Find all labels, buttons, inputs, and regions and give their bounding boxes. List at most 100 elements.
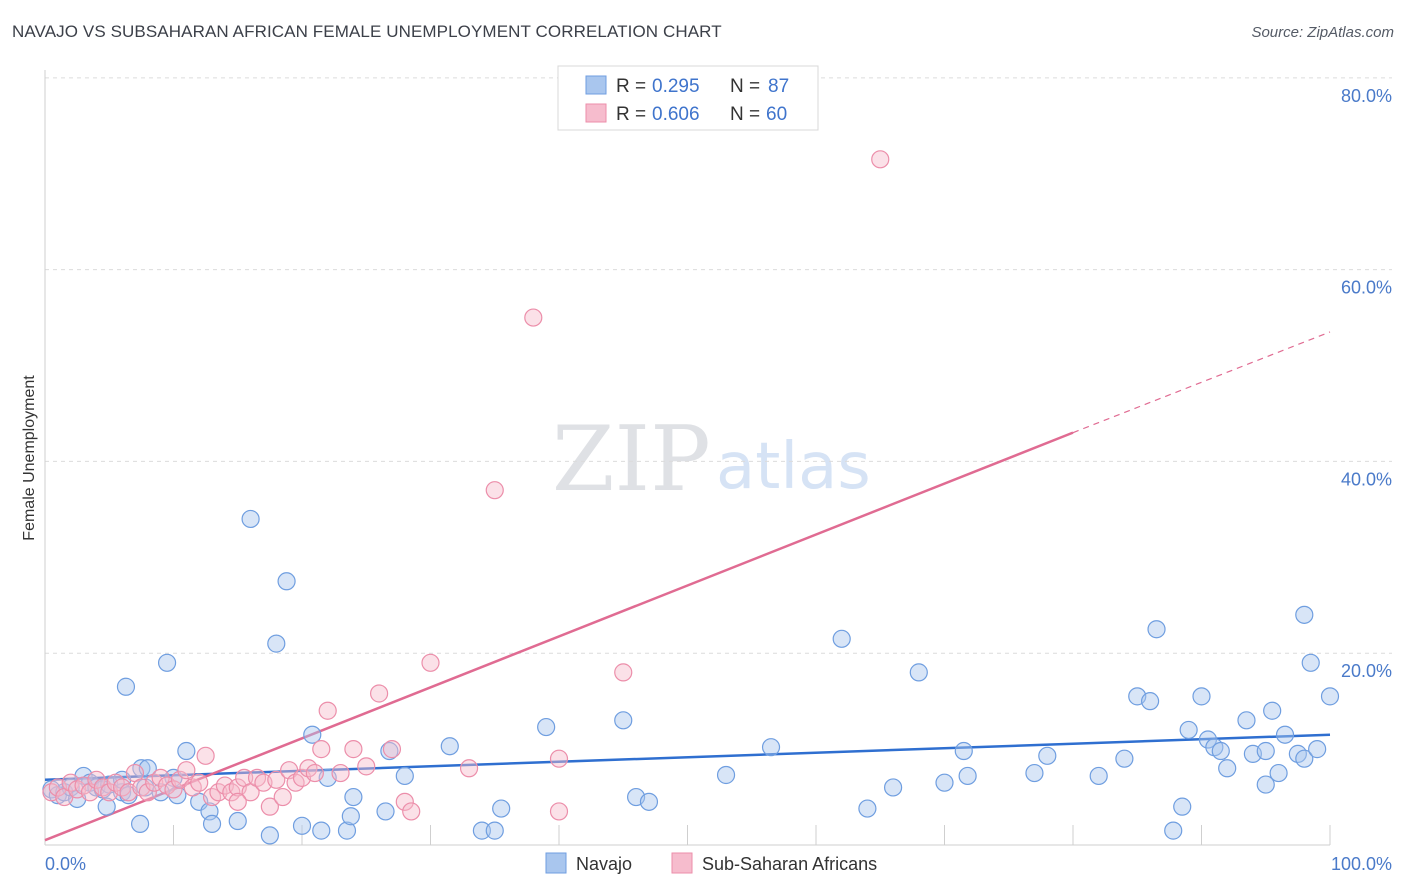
point-navajo-40 (380, 741, 399, 761)
point-sub-45 (344, 740, 363, 759)
point-sub-47 (370, 684, 389, 703)
point-navajo-82 (1295, 749, 1314, 768)
grid-lines (45, 77, 1392, 654)
point-sub-44 (331, 763, 350, 783)
point-navajo-10 (97, 797, 116, 816)
legend-r-value-navajo: 0.295 (652, 76, 700, 97)
point-sub-46 (357, 757, 376, 776)
chart-title: NAVAJO VS SUBSAHARAN AFRICAN FEMALE UNEM… (12, 22, 722, 41)
point-navajo-85 (1308, 740, 1327, 759)
legend-r-label-navajo: R = (616, 76, 646, 97)
point-navajo-52 (832, 629, 851, 648)
legend-n-label-navajo: N = (730, 76, 760, 97)
point-navajo-73 (1218, 759, 1237, 778)
point-navajo-36 (337, 821, 357, 840)
point-navajo-20 (157, 653, 177, 672)
trend-line-sub-extension (1072, 331, 1331, 434)
point-navajo-84 (1301, 653, 1320, 672)
source-label: Source: ZipAtlas.com (1251, 24, 1394, 41)
watermark-atlas: atlas (716, 430, 871, 504)
point-navajo-32 (292, 816, 312, 835)
series-legend: Navajo Sub-Saharan Africans (545, 852, 877, 874)
bottom-legend-swatch-sub (671, 852, 693, 874)
point-sub-23 (190, 773, 209, 792)
point-navajo-44 (485, 821, 504, 840)
bottom-legend-label-sub: Sub-Saharan Africans (702, 854, 877, 874)
legend-r-label-sub: R = (616, 104, 646, 125)
point-sub-56 (549, 749, 569, 768)
legend-r-value-sub: 0.606 (652, 104, 700, 125)
point-sub-52 (459, 759, 479, 778)
y-axis-label: Female Unemployment (21, 375, 38, 541)
point-navajo-41 (395, 766, 414, 786)
correlation-legend: R = 0.295 N = 87 R = 0.606 N = 60 (557, 65, 819, 131)
y-tick-label-3: 80.0% (1341, 86, 1392, 106)
point-navajo-67 (1173, 797, 1192, 816)
y-tick-label-2: 60.0% (1341, 278, 1392, 298)
point-navajo-37 (341, 807, 360, 826)
point-navajo-78 (1263, 701, 1282, 720)
point-navajo-47 (614, 711, 633, 730)
point-sub-55 (549, 802, 569, 821)
point-sub-50 (402, 802, 421, 821)
point-navajo-30 (267, 634, 286, 653)
point-sub-24 (196, 746, 215, 765)
bottom-legend-label-navajo: Navajo (576, 854, 632, 874)
point-navajo-57 (954, 741, 973, 761)
point-navajo-68 (1179, 720, 1198, 740)
point-navajo-65 (1147, 620, 1166, 639)
bottom-legend-swatch-navajo (545, 852, 567, 874)
point-navajo-51 (761, 738, 781, 757)
point-sub-43 (318, 701, 337, 720)
point-navajo-31 (277, 572, 296, 591)
point-sub-54 (524, 308, 543, 327)
point-navajo-80 (1275, 725, 1295, 744)
point-navajo-34 (312, 821, 331, 840)
point-navajo-74 (1237, 711, 1256, 730)
point-sub-34 (260, 797, 279, 816)
trend-line-navajo (44, 733, 1331, 782)
axis-ticks: 20.0% 40.0% 60.0% 80.0% 0.0% 100.0% (45, 86, 1392, 874)
point-sub-58 (871, 150, 890, 169)
watermark-zip: ZIP (552, 407, 711, 512)
data-points (42, 150, 1340, 845)
legend-n-value-navajo: 87 (768, 76, 789, 97)
point-navajo-28 (241, 509, 260, 529)
point-sub-57 (614, 663, 633, 682)
point-navajo-64 (1140, 692, 1160, 711)
point-navajo-54 (883, 778, 903, 797)
point-sub-42 (312, 740, 331, 759)
point-navajo-43 (472, 821, 491, 840)
point-navajo-49 (639, 792, 659, 811)
point-navajo-14 (116, 677, 136, 696)
point-navajo-45 (492, 799, 511, 818)
point-sub-36 (273, 787, 292, 807)
point-sub-35 (267, 770, 286, 789)
trend-lines (44, 331, 1331, 842)
y-tick-label-0: 20.0% (1341, 661, 1392, 681)
point-navajo-53 (858, 799, 877, 818)
point-navajo-16 (130, 814, 150, 834)
point-sub-59 (228, 792, 247, 811)
point-navajo-60 (1038, 746, 1057, 765)
point-navajo-58 (958, 766, 977, 786)
legend-n-label-sub: N = (730, 104, 760, 125)
point-navajo-39 (376, 802, 395, 821)
legend-n-value-sub: 60 (766, 104, 787, 125)
point-sub-15 (138, 783, 157, 802)
point-navajo-26 (202, 814, 222, 834)
point-navajo-62 (1115, 749, 1134, 768)
point-navajo-83 (1295, 605, 1314, 624)
point-navajo-56 (935, 773, 954, 792)
point-navajo-59 (1025, 763, 1044, 783)
point-navajo-66 (1164, 821, 1183, 840)
point-sub-26 (209, 783, 228, 802)
x-tick-label-1: 100.0% (1331, 854, 1392, 874)
legend-swatch-sub (585, 103, 607, 123)
point-navajo-38 (344, 787, 363, 807)
point-navajo-42 (440, 737, 459, 756)
point-navajo-23 (177, 741, 196, 761)
point-navajo-29 (260, 826, 279, 845)
trend-line-sub (44, 431, 1074, 842)
